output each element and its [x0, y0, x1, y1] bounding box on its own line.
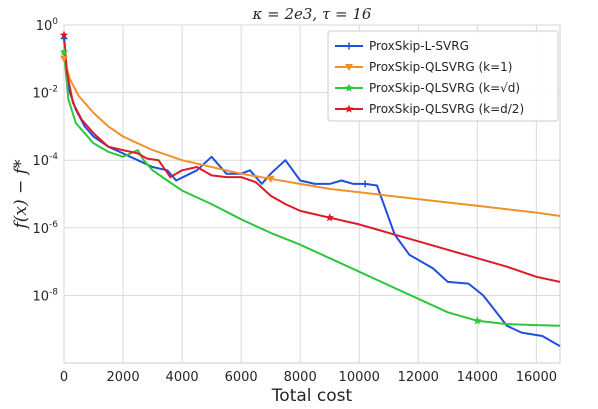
- y-axis-label: f(x) − f*: [11, 159, 31, 230]
- x-tick-label: 8000: [284, 370, 317, 385]
- series-marker: [473, 316, 482, 325]
- y-tick-label: 10-2: [32, 85, 58, 102]
- y-tick-label: 10-8: [32, 287, 58, 304]
- series-line: [63, 51, 561, 327]
- series-marker: [325, 213, 334, 222]
- legend-box: [327, 30, 559, 122]
- series-marker: [361, 180, 369, 188]
- x-tick-label: 12000: [398, 370, 439, 385]
- x-tick-label: 14000: [457, 370, 498, 385]
- x-tick-label: 0: [60, 370, 68, 385]
- legend-marker: [345, 42, 353, 50]
- y-tick-label: 100: [36, 17, 59, 34]
- x-tick-label: 4000: [166, 370, 199, 385]
- x-tick-label: 10000: [339, 370, 380, 385]
- legend-entry: ProxSkip-QLSVRG (k=√d): [369, 81, 520, 95]
- legend-marker: [344, 104, 354, 113]
- series-marker: [59, 47, 69, 56]
- x-tick-label: 2000: [107, 370, 140, 385]
- series-line: [63, 35, 561, 283]
- chart-title: κ = 2e3, τ = 16: [252, 5, 372, 23]
- legend: ProxSkip-L-SVRG ProxSkip-QLSVRG (k=1) Prox…: [327, 30, 559, 122]
- y-tick-label: 10-4: [32, 152, 58, 169]
- series-marker: [266, 175, 275, 183]
- legend-marker: [345, 64, 353, 71]
- y-tick-label: 10-6: [32, 220, 58, 237]
- series-marker: [59, 30, 69, 39]
- x-tick-label: 16000: [516, 370, 557, 385]
- legend-entry: ProxSkip-QLSVRG (k=d/2): [369, 102, 524, 116]
- x-tick-label: 6000: [225, 370, 258, 385]
- x-axis-label: Total cost: [271, 386, 353, 406]
- x-tick-labels: 0 2000 4000 6000 8000 10000 12000 14000 16000: [60, 370, 557, 385]
- legend-entry: ProxSkip-QLSVRG (k=1): [369, 60, 512, 74]
- series-markers: [59, 30, 482, 325]
- legend-entry: ProxSkip-L-SVRG: [369, 39, 469, 53]
- legend-marker: [344, 83, 354, 92]
- series-marker: [60, 55, 68, 63]
- y-tick-labels: 100 10-2 10-4 10-6 10-8: [32, 17, 58, 304]
